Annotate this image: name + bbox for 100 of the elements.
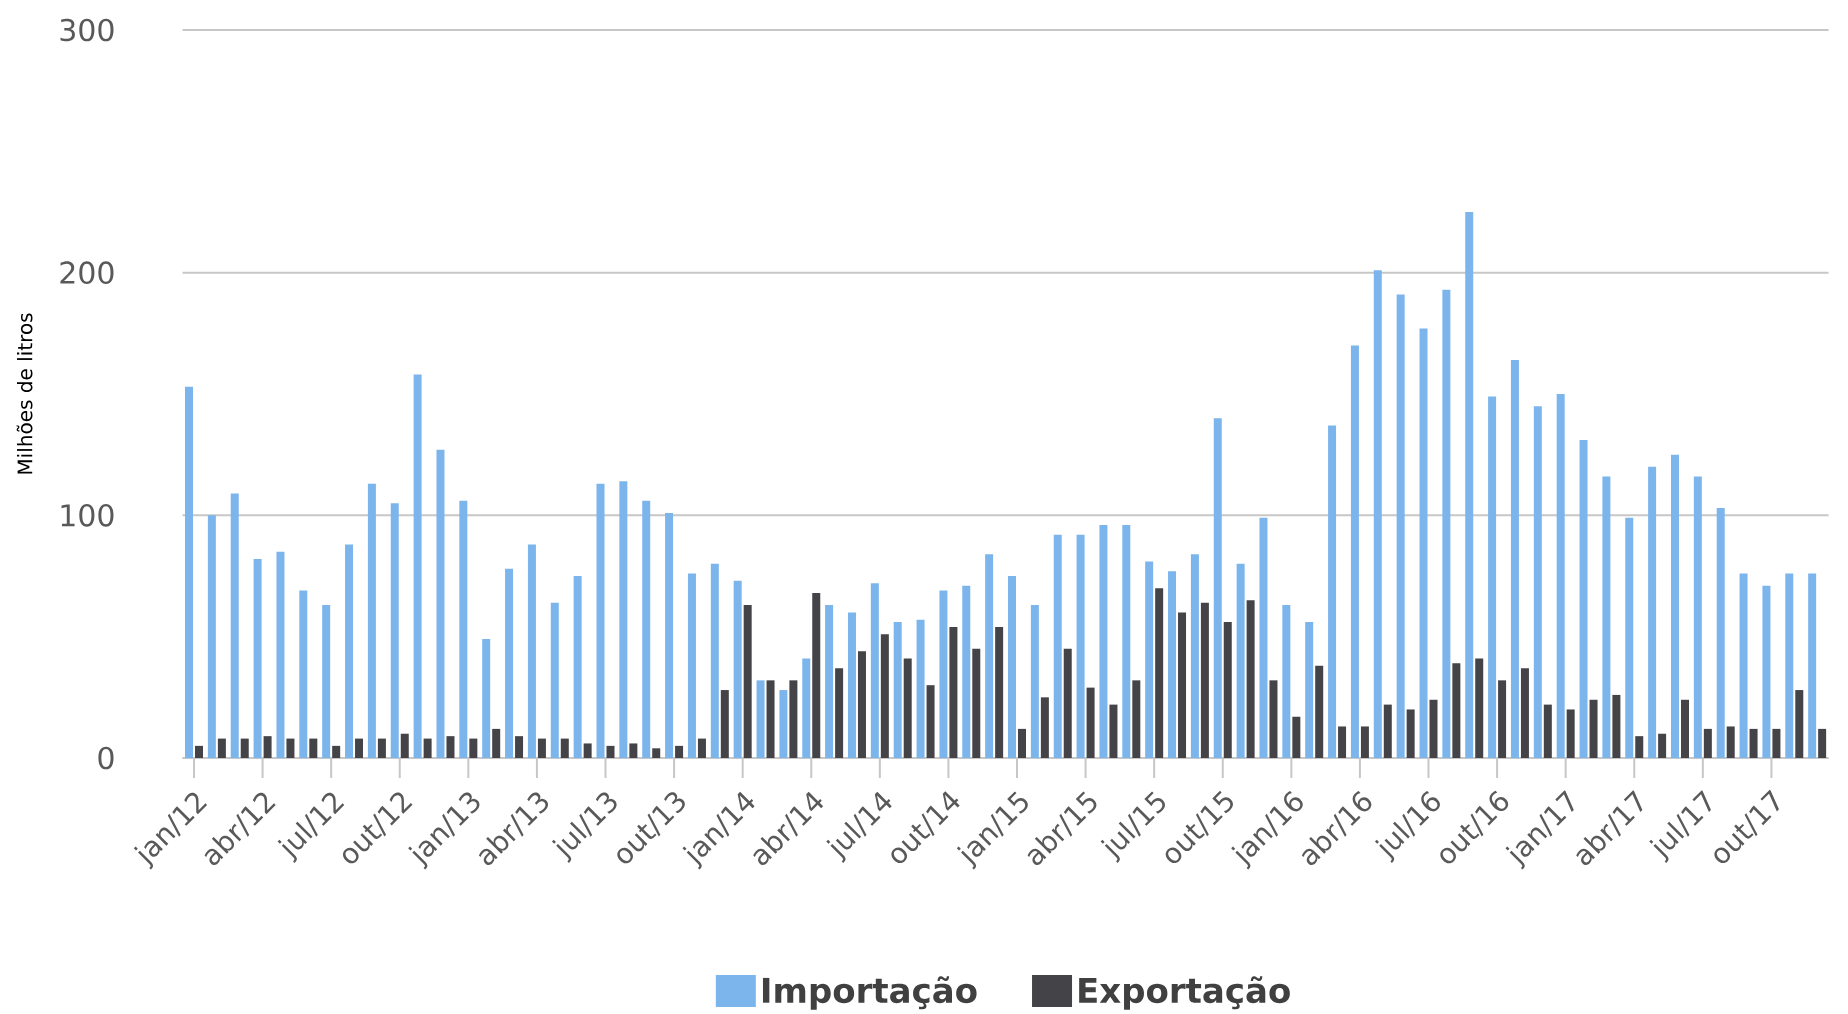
bar xyxy=(1429,699,1438,759)
bar xyxy=(1488,396,1497,759)
bar xyxy=(995,626,1004,759)
legend-label: Exportação xyxy=(1079,976,1290,1010)
bar xyxy=(1680,699,1689,759)
bar xyxy=(1739,573,1748,759)
bar xyxy=(1018,728,1026,759)
bar xyxy=(1178,612,1187,759)
bar xyxy=(1076,534,1085,759)
bar xyxy=(720,690,729,759)
bar xyxy=(916,619,925,759)
bar xyxy=(583,743,592,759)
bar xyxy=(1749,728,1758,759)
bar xyxy=(1498,680,1507,759)
bar xyxy=(619,481,628,759)
bar xyxy=(985,554,994,759)
bar xyxy=(1648,466,1657,759)
bar xyxy=(1625,517,1634,759)
bar xyxy=(1452,663,1461,759)
bar xyxy=(1328,425,1337,759)
bar xyxy=(1099,525,1108,759)
bar xyxy=(1086,687,1095,759)
legend-label: Importação xyxy=(762,976,977,1010)
bar xyxy=(1269,680,1278,759)
bar xyxy=(469,738,478,759)
bar xyxy=(1122,525,1131,759)
bar xyxy=(573,576,582,759)
bar xyxy=(1726,726,1735,759)
bar xyxy=(1703,728,1712,759)
bar xyxy=(1693,476,1702,759)
bar xyxy=(446,736,455,759)
bar xyxy=(802,658,811,759)
bar xyxy=(1236,563,1245,759)
bar xyxy=(253,559,262,759)
bar xyxy=(1168,571,1177,759)
bar xyxy=(665,512,674,759)
bar xyxy=(756,680,765,759)
y-axis-title: Milhões de litros xyxy=(16,313,33,474)
bar xyxy=(400,733,409,759)
bar xyxy=(1543,704,1552,759)
bar xyxy=(687,573,696,759)
bar xyxy=(185,386,194,759)
bar xyxy=(1762,585,1771,759)
y-tick-label: 300 xyxy=(60,18,114,42)
bar xyxy=(1190,554,1199,759)
bar xyxy=(870,583,879,759)
bar xyxy=(652,748,661,759)
bar xyxy=(1406,709,1415,759)
bar xyxy=(642,500,651,759)
bar xyxy=(230,493,239,759)
bar xyxy=(835,668,844,759)
bar xyxy=(1223,622,1232,759)
bar xyxy=(355,738,364,759)
bar xyxy=(1145,561,1154,759)
bar xyxy=(322,605,331,759)
bar xyxy=(1109,704,1118,759)
bar xyxy=(629,743,638,759)
bar xyxy=(1670,454,1679,759)
bar xyxy=(423,738,432,759)
bar xyxy=(309,738,318,759)
bar xyxy=(596,483,605,759)
bar xyxy=(1533,406,1542,759)
bar xyxy=(1350,345,1359,759)
bar xyxy=(1419,328,1428,759)
bar xyxy=(1520,668,1529,759)
bar xyxy=(515,736,524,759)
bar xyxy=(1602,476,1611,759)
bar xyxy=(1008,576,1016,759)
bar xyxy=(779,690,788,759)
bar xyxy=(1063,648,1072,759)
bar xyxy=(939,590,948,759)
bar xyxy=(1246,600,1255,759)
bar xyxy=(207,515,216,759)
bar xyxy=(675,745,684,759)
bar xyxy=(482,639,491,759)
bar xyxy=(903,658,912,759)
bar xyxy=(1030,605,1039,759)
bar xyxy=(332,745,341,759)
bar xyxy=(505,568,514,759)
bar xyxy=(560,738,569,759)
bar xyxy=(893,622,902,759)
bar xyxy=(1589,699,1598,759)
bar xyxy=(390,503,399,759)
y-tick-label: 200 xyxy=(60,261,114,285)
bar xyxy=(1465,212,1474,759)
bar xyxy=(743,605,752,759)
bar xyxy=(1200,602,1209,759)
bar xyxy=(1658,733,1667,759)
bar xyxy=(1213,418,1222,759)
bar xyxy=(733,580,742,759)
bar xyxy=(1566,709,1575,759)
bar xyxy=(812,592,821,759)
bar xyxy=(263,736,272,759)
bar xyxy=(1338,726,1347,759)
bar xyxy=(1360,726,1369,759)
bar xyxy=(492,728,501,759)
bar xyxy=(847,612,856,759)
bar xyxy=(345,544,354,759)
y-tick-label: 100 xyxy=(61,503,114,527)
bar xyxy=(537,738,546,759)
